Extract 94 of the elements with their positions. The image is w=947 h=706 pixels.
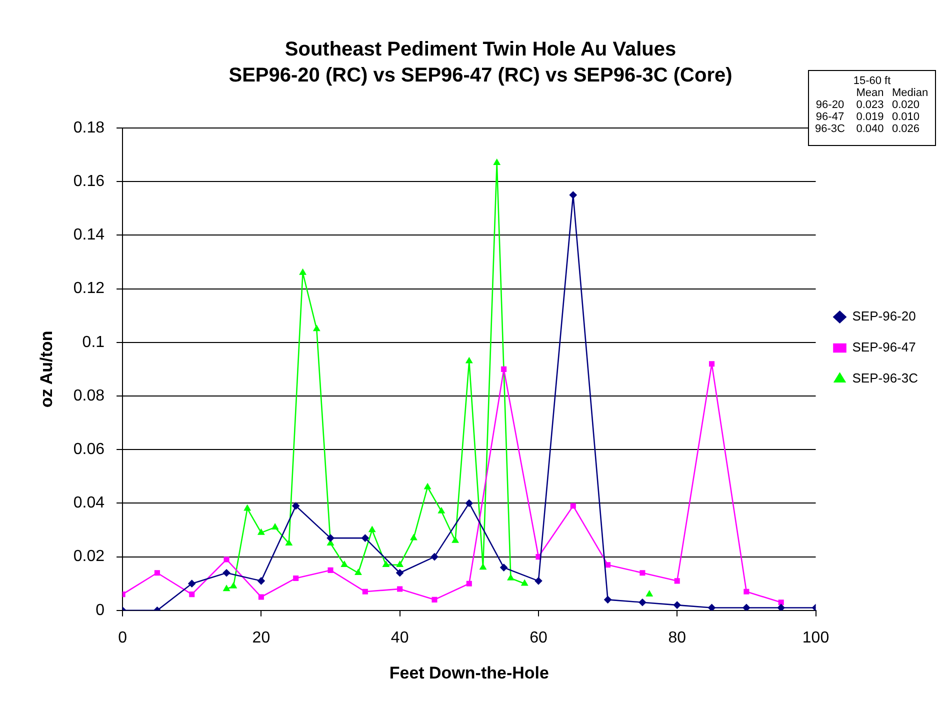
point [569,191,577,199]
point [341,561,348,567]
y-tick-label: 0.06 [73,441,105,458]
point [501,366,507,372]
y-tick-label: 0.12 [73,280,105,298]
legend-label: SEP-96-47 [852,340,916,355]
point [272,524,278,530]
point [382,561,390,567]
point [646,590,653,596]
point [244,504,251,511]
text: 0.010 [892,111,921,123]
point [292,502,300,510]
point [500,564,508,572]
point [494,159,500,165]
point [438,508,445,514]
legend-label: SEP-96-3C [852,370,918,386]
point [362,534,369,542]
point [258,529,264,535]
point [709,361,715,367]
text: 15-60 ft [852,75,892,87]
y-tick-label: 0.02 [73,548,105,566]
point [368,526,376,532]
point [362,588,368,594]
x-tick-label: 40 [390,629,409,646]
text: 0.020 [892,99,921,111]
point [777,604,785,610]
point [328,567,334,573]
point [258,594,264,600]
y-tick-label: 0.16 [73,173,105,190]
legend-label: SEP-96-20 [852,308,916,324]
point [604,596,612,604]
y-axis-title: oz Au/ton [36,330,56,408]
point [396,569,404,577]
point [293,575,299,582]
text: 96-20 [814,99,846,111]
point [507,574,514,580]
point [570,503,576,509]
text: 0.019 [855,111,885,123]
point [778,600,784,606]
x-axis-title: Feet Down-the-Hole [389,663,549,682]
y-tick-label: 0.04 [73,494,105,512]
y-tick-label: 0.08 [73,387,105,404]
point [605,562,611,568]
point [313,325,320,332]
point [410,534,417,540]
point [674,578,680,584]
point [258,577,265,585]
text: Median [892,87,930,99]
point [708,604,716,610]
point [673,601,681,609]
x-tick-label: 80 [668,629,686,646]
x-tick-label: 100 [802,629,830,646]
point [480,564,486,570]
point [189,592,195,598]
text: Mean [855,87,885,99]
point [744,588,750,594]
point [466,358,472,364]
chart-subtitle: SEP96-20 (RC) vs SEP96-47 (RC) vs SEP96-3C (Core) [228,64,732,87]
point [534,577,542,585]
x-tick-label: 0 [118,629,128,646]
point [742,604,750,610]
text: 0.040 [855,123,885,135]
point [432,596,438,602]
point [396,561,404,567]
point [286,540,292,546]
x-tick-label: 60 [530,629,548,646]
text: 0.026 [892,123,921,135]
x-tick-label: 20 [252,629,270,646]
text: 96-47 [814,111,846,123]
y-tick-label: 0.14 [73,226,105,244]
point [465,500,473,507]
point [326,534,334,542]
point [397,586,403,592]
point [640,570,646,576]
point [424,483,431,490]
point [154,570,160,576]
y-tick-label: 0 [96,602,105,619]
annotation: 96-3C [814,123,846,135]
point [223,585,230,592]
y-tick-label: 0.1 [82,334,105,351]
point [188,580,196,588]
point [638,598,646,606]
point [466,580,472,586]
y-tick-label: 0.18 [73,119,105,136]
chart-title: Southeast Pediment Twin Hole Au Values [284,38,676,61]
point [222,569,230,577]
point [430,553,438,560]
point [300,269,306,275]
point [354,569,362,576]
text: 0.023 [855,99,885,111]
point [521,580,528,586]
point [224,556,230,562]
point [230,582,237,588]
point [452,537,459,543]
